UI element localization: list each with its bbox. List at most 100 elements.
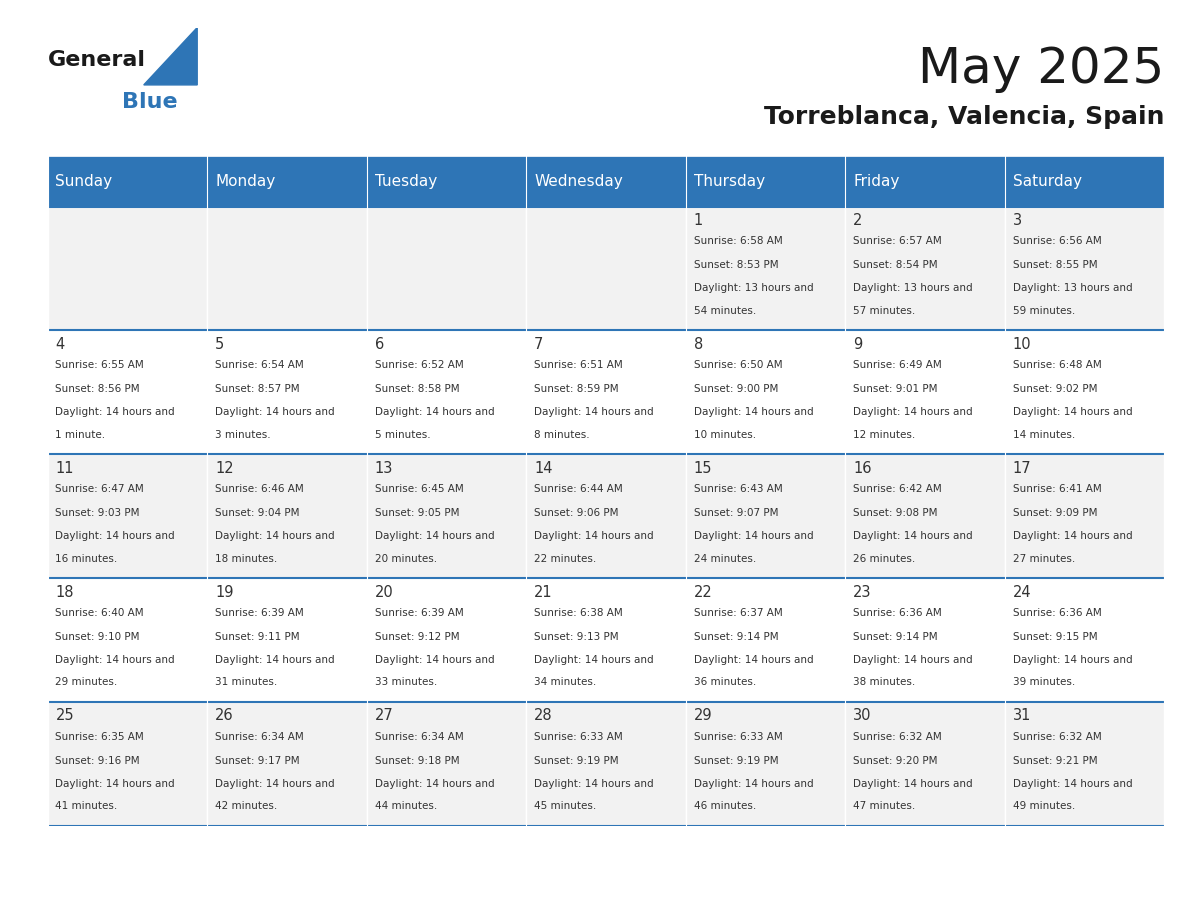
Text: Sunrise: 6:33 AM: Sunrise: 6:33 AM <box>535 732 623 742</box>
FancyBboxPatch shape <box>526 702 685 826</box>
Text: 5: 5 <box>215 337 225 352</box>
Text: Sunrise: 6:35 AM: Sunrise: 6:35 AM <box>56 732 144 742</box>
Text: General: General <box>48 50 145 71</box>
Text: 28: 28 <box>535 709 552 723</box>
Text: Daylight: 14 hours and: Daylight: 14 hours and <box>853 655 973 666</box>
Text: Sunrise: 6:33 AM: Sunrise: 6:33 AM <box>694 732 783 742</box>
FancyBboxPatch shape <box>685 702 845 826</box>
Text: 27 minutes.: 27 minutes. <box>1012 554 1075 564</box>
Text: Sunrise: 6:52 AM: Sunrise: 6:52 AM <box>374 360 463 370</box>
FancyBboxPatch shape <box>685 578 845 702</box>
Text: Daylight: 14 hours and: Daylight: 14 hours and <box>374 408 494 418</box>
FancyBboxPatch shape <box>48 207 207 330</box>
Text: Sunrise: 6:49 AM: Sunrise: 6:49 AM <box>853 360 942 370</box>
Text: 13: 13 <box>374 461 393 476</box>
Text: Torreblanca, Valencia, Spain: Torreblanca, Valencia, Spain <box>764 105 1164 129</box>
Text: Sunrise: 6:57 AM: Sunrise: 6:57 AM <box>853 236 942 246</box>
Text: Blue: Blue <box>122 92 178 112</box>
Text: 24 minutes.: 24 minutes. <box>694 554 756 564</box>
FancyBboxPatch shape <box>1005 702 1164 826</box>
Text: 12: 12 <box>215 461 234 476</box>
Text: Daylight: 13 hours and: Daylight: 13 hours and <box>1012 284 1132 294</box>
Text: 34 minutes.: 34 minutes. <box>535 677 596 688</box>
Text: Sunrise: 6:34 AM: Sunrise: 6:34 AM <box>215 732 304 742</box>
Text: 41 minutes.: 41 minutes. <box>56 801 118 812</box>
FancyBboxPatch shape <box>48 330 207 454</box>
Text: 38 minutes.: 38 minutes. <box>853 677 916 688</box>
Text: May 2025: May 2025 <box>918 45 1164 94</box>
Text: 1: 1 <box>694 213 703 228</box>
Text: Sunset: 9:13 PM: Sunset: 9:13 PM <box>535 632 619 642</box>
Text: 11: 11 <box>56 461 74 476</box>
Text: 5 minutes.: 5 minutes. <box>374 430 430 440</box>
Text: 21: 21 <box>535 585 552 599</box>
FancyBboxPatch shape <box>526 207 685 330</box>
Text: 16 minutes.: 16 minutes. <box>56 554 118 564</box>
FancyBboxPatch shape <box>685 207 845 330</box>
Text: Monday: Monday <box>215 174 276 189</box>
Text: Daylight: 14 hours and: Daylight: 14 hours and <box>215 408 335 418</box>
FancyBboxPatch shape <box>845 156 1005 207</box>
FancyBboxPatch shape <box>207 156 367 207</box>
Text: Sunset: 9:06 PM: Sunset: 9:06 PM <box>535 508 619 518</box>
Text: Sunrise: 6:56 AM: Sunrise: 6:56 AM <box>1012 236 1101 246</box>
Text: 3 minutes.: 3 minutes. <box>215 430 271 440</box>
FancyBboxPatch shape <box>367 156 526 207</box>
Text: 31: 31 <box>1012 709 1031 723</box>
Text: Daylight: 14 hours and: Daylight: 14 hours and <box>535 408 653 418</box>
FancyBboxPatch shape <box>207 454 367 578</box>
Text: 15: 15 <box>694 461 712 476</box>
Text: 14 minutes.: 14 minutes. <box>1012 430 1075 440</box>
Text: Daylight: 13 hours and: Daylight: 13 hours and <box>694 284 814 294</box>
Text: Sunrise: 6:46 AM: Sunrise: 6:46 AM <box>215 484 304 494</box>
Text: Sunset: 9:19 PM: Sunset: 9:19 PM <box>694 756 778 766</box>
Text: Sunrise: 6:48 AM: Sunrise: 6:48 AM <box>1012 360 1101 370</box>
Text: 22 minutes.: 22 minutes. <box>535 554 596 564</box>
Text: Sunset: 8:55 PM: Sunset: 8:55 PM <box>1012 260 1098 270</box>
Text: Sunrise: 6:55 AM: Sunrise: 6:55 AM <box>56 360 144 370</box>
Text: Daylight: 13 hours and: Daylight: 13 hours and <box>853 284 973 294</box>
FancyBboxPatch shape <box>685 330 845 454</box>
Text: Daylight: 14 hours and: Daylight: 14 hours and <box>1012 655 1132 666</box>
Text: Thursday: Thursday <box>694 174 765 189</box>
Text: 18 minutes.: 18 minutes. <box>215 554 277 564</box>
Text: Sunset: 9:18 PM: Sunset: 9:18 PM <box>374 756 460 766</box>
Text: Daylight: 14 hours and: Daylight: 14 hours and <box>1012 532 1132 542</box>
Text: 29: 29 <box>694 709 713 723</box>
FancyBboxPatch shape <box>48 156 207 207</box>
FancyBboxPatch shape <box>367 702 526 826</box>
Text: Sunset: 9:17 PM: Sunset: 9:17 PM <box>215 756 299 766</box>
Text: 3: 3 <box>1012 213 1022 228</box>
Text: Daylight: 14 hours and: Daylight: 14 hours and <box>1012 779 1132 789</box>
Text: Sunset: 8:58 PM: Sunset: 8:58 PM <box>374 384 460 394</box>
Text: Daylight: 14 hours and: Daylight: 14 hours and <box>215 655 335 666</box>
Text: 25: 25 <box>56 709 74 723</box>
Text: Sunrise: 6:39 AM: Sunrise: 6:39 AM <box>374 608 463 618</box>
Text: 39 minutes.: 39 minutes. <box>1012 677 1075 688</box>
Text: Sunrise: 6:37 AM: Sunrise: 6:37 AM <box>694 608 783 618</box>
FancyBboxPatch shape <box>367 207 526 330</box>
Text: Sunset: 8:56 PM: Sunset: 8:56 PM <box>56 384 140 394</box>
Text: Sunrise: 6:32 AM: Sunrise: 6:32 AM <box>1012 732 1101 742</box>
Text: 18: 18 <box>56 585 74 599</box>
Text: Sunrise: 6:32 AM: Sunrise: 6:32 AM <box>853 732 942 742</box>
Text: Daylight: 14 hours and: Daylight: 14 hours and <box>535 655 653 666</box>
Text: 19: 19 <box>215 585 234 599</box>
Text: Sunset: 9:09 PM: Sunset: 9:09 PM <box>1012 508 1098 518</box>
Text: 16: 16 <box>853 461 872 476</box>
Text: 24: 24 <box>1012 585 1031 599</box>
FancyBboxPatch shape <box>845 330 1005 454</box>
Text: Sunset: 9:14 PM: Sunset: 9:14 PM <box>853 632 937 642</box>
Text: Daylight: 14 hours and: Daylight: 14 hours and <box>56 779 175 789</box>
Text: Sunset: 9:20 PM: Sunset: 9:20 PM <box>853 756 937 766</box>
Text: 7: 7 <box>535 337 543 352</box>
Text: Sunset: 9:10 PM: Sunset: 9:10 PM <box>56 632 140 642</box>
Text: Daylight: 14 hours and: Daylight: 14 hours and <box>215 779 335 789</box>
Text: Sunrise: 6:34 AM: Sunrise: 6:34 AM <box>374 732 463 742</box>
Text: Sunrise: 6:38 AM: Sunrise: 6:38 AM <box>535 608 623 618</box>
Text: Sunset: 9:14 PM: Sunset: 9:14 PM <box>694 632 778 642</box>
Text: Friday: Friday <box>853 174 899 189</box>
Text: Daylight: 14 hours and: Daylight: 14 hours and <box>56 532 175 542</box>
Text: 12 minutes.: 12 minutes. <box>853 430 916 440</box>
Text: 6: 6 <box>374 337 384 352</box>
